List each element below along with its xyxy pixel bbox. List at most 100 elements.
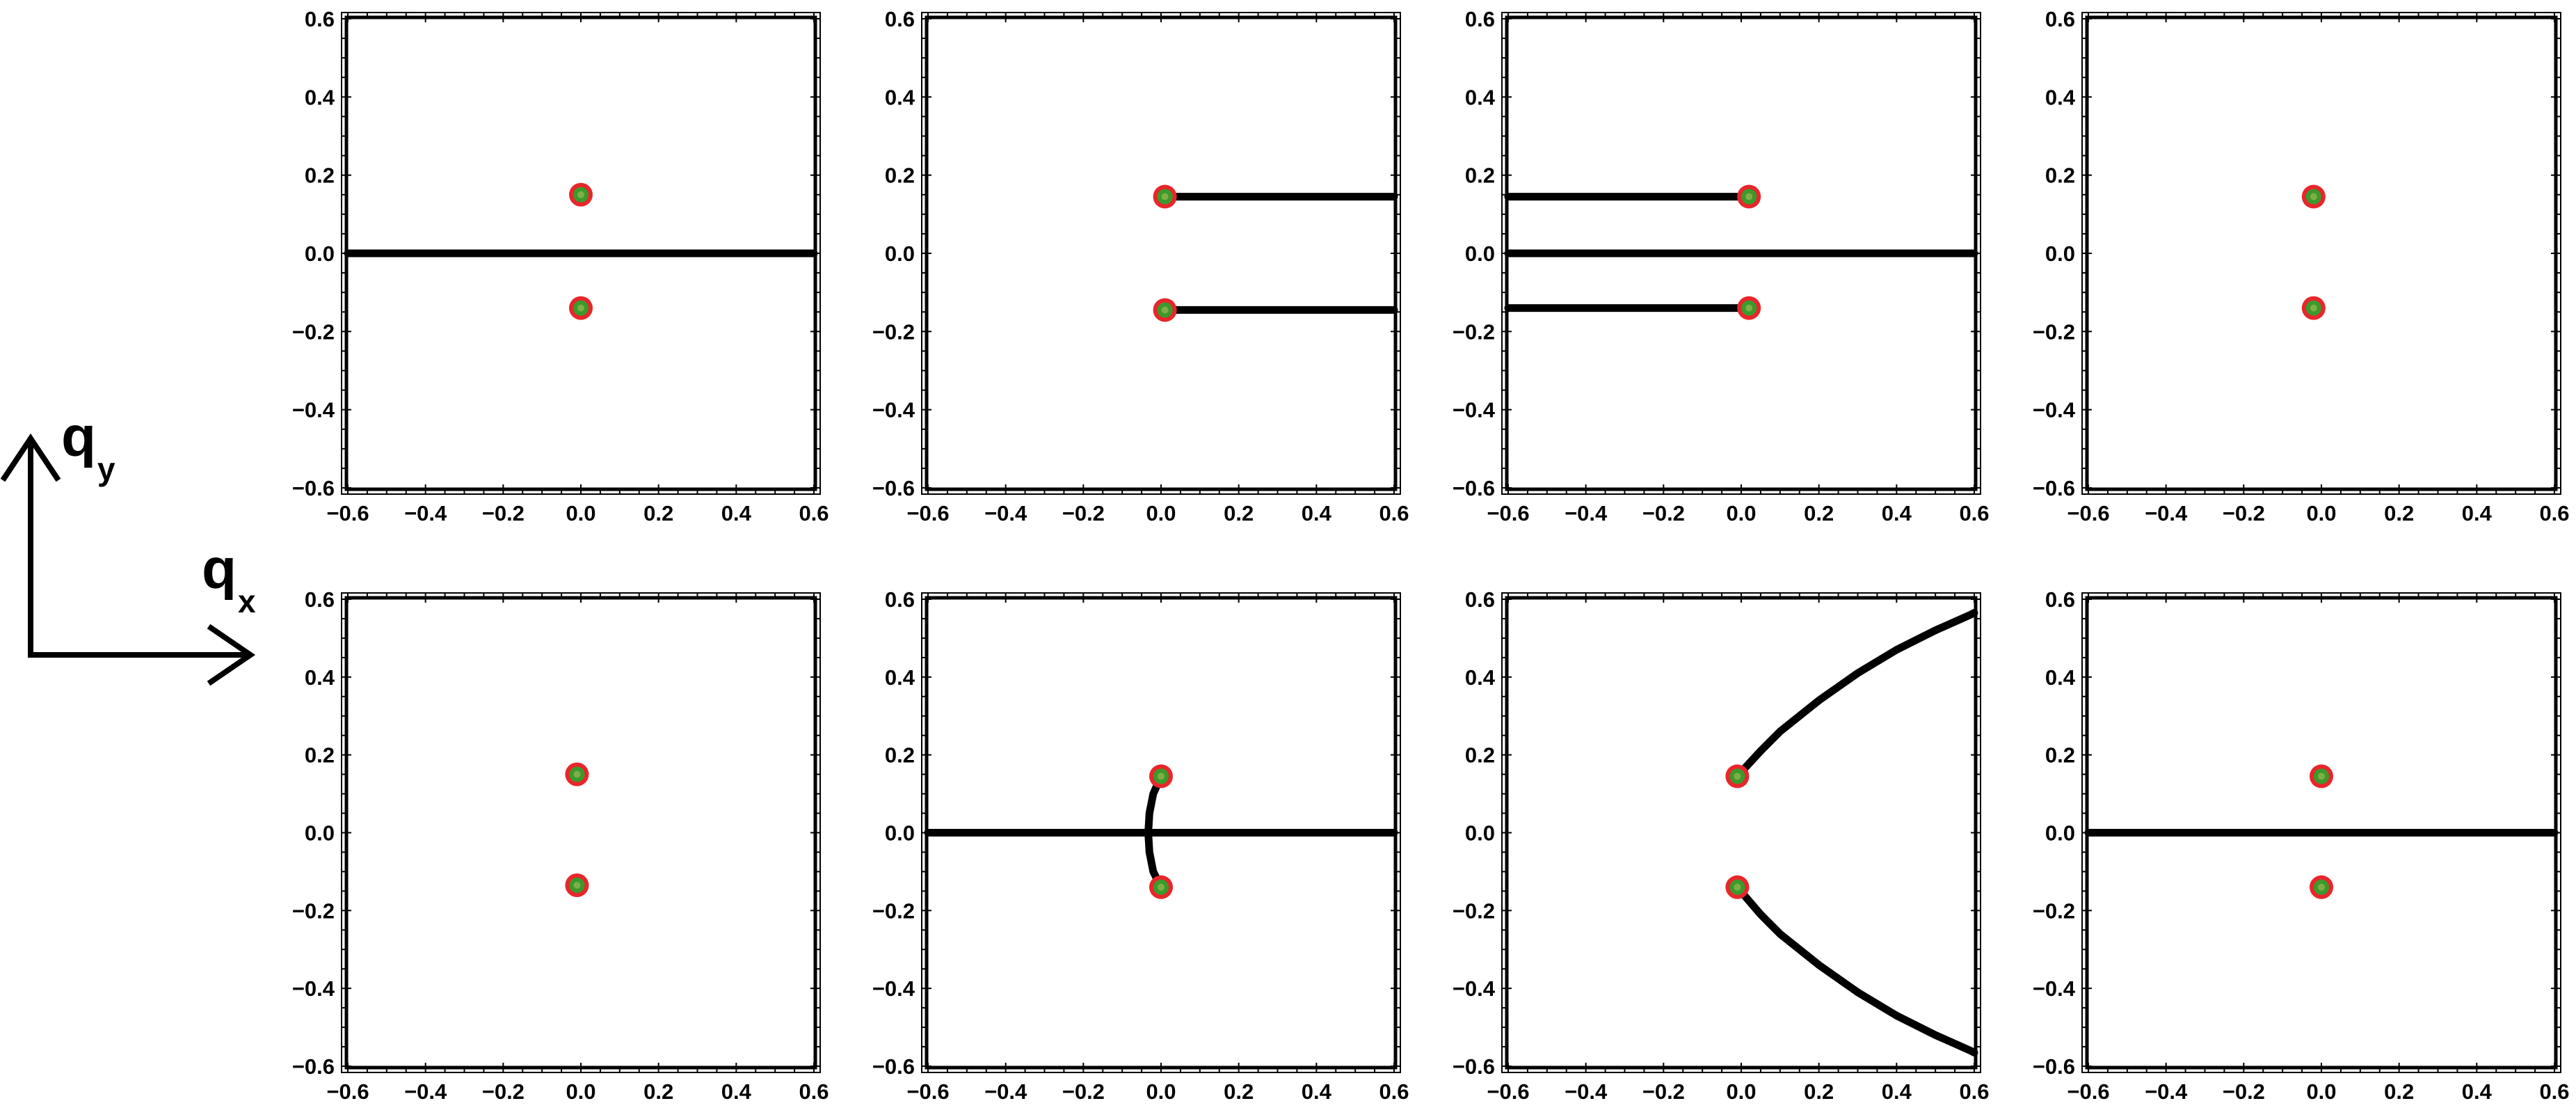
y-tick-label: −0.6 [1453, 1054, 1495, 1079]
y-tick-label: 0.2 [305, 743, 335, 768]
frame-inner [925, 15, 1398, 491]
panel-row-2-col-3: −0.6−0.6 −0.4 −0.4 −0.2 −0.2 0.0 0.0 0.2 0.2 0.4 0… [1453, 587, 1990, 1104]
qx-arrow-head [207, 624, 256, 686]
x-tick-label: −0.6 [326, 1079, 369, 1104]
data-point-center [573, 770, 581, 778]
x-tick-label: 0.4 [721, 501, 752, 525]
y-tick-label: −0.2 [1453, 898, 1495, 923]
x-tick-label: 0.0 [566, 501, 595, 525]
x-tick-label: −0.2 [482, 501, 525, 525]
y-tick-label: 0.6 [1465, 7, 1495, 31]
y-tick-label: 0.2 [2045, 164, 2075, 188]
data-point-center [2318, 883, 2325, 891]
x-tick-label: −0.6 [906, 1079, 949, 1104]
x-tick-label: 0.0 [1146, 1079, 1176, 1104]
x-tick-label: 0.4 [2462, 501, 2493, 525]
x-tick-label: −0.6 [326, 501, 369, 525]
x-tick-label: 0.6 [799, 501, 829, 525]
x-tick-label: 0.2 [1804, 501, 1834, 525]
x-tick-label: 0.2 [2384, 501, 2414, 525]
y-tick-label: −0.2 [2033, 898, 2075, 923]
x-tick-label: −0.4 [1565, 1079, 1608, 1104]
x-tick-label: 0.6 [2539, 1079, 2569, 1104]
panel-row-1-col-1: −0.6−0.6 −0.4 −0.4 −0.2 −0.2 0.0 0.0 0.2 0.2 0.4 0… [292, 7, 829, 525]
x-tick-label: 0.0 [566, 1079, 595, 1104]
x-tick-label: 0.4 [1882, 1079, 1912, 1104]
x-tick-label: 0.2 [1804, 1079, 1834, 1104]
x-tick-label: 0.4 [2462, 1079, 2493, 1104]
y-tick-label: 0.4 [1465, 665, 1496, 690]
y-tick-label: −0.4 [1453, 976, 1496, 1001]
frame-inner [344, 596, 817, 1070]
y-tick-label: −0.4 [2033, 398, 2076, 422]
x-tick-label: −0.2 [482, 1079, 525, 1104]
x-tick-label: −0.2 [1062, 1079, 1105, 1104]
y-tick-label: −0.4 [2033, 976, 2076, 1001]
panel-row-1-col-4: −0.6−0.6 −0.4 −0.4 −0.2 −0.2 0.0 0.0 0.2 0.2 0.4 0… [2033, 7, 2570, 525]
data-point-center [1161, 306, 1169, 314]
y-tick-label: −0.2 [872, 319, 915, 344]
y-tick-label: 0.2 [885, 164, 915, 188]
data-point-center [1745, 304, 1753, 312]
y-tick-label: −0.6 [292, 476, 335, 500]
y-tick-label: −0.6 [2033, 476, 2075, 500]
x-tick-label: 0.0 [1726, 1079, 1756, 1104]
qy-arrow-head [0, 433, 61, 482]
x-tick-label: 0.2 [643, 1079, 673, 1104]
panel-row-1-col-2: −0.6−0.6 −0.4 −0.4 −0.2 −0.2 0.0 0.0 0.2 0.2 0.4 0… [872, 7, 1409, 525]
x-tick-label: 0.2 [1224, 501, 1254, 525]
qx-label-letter: q [202, 537, 237, 601]
x-tick-label: 0.6 [799, 1079, 829, 1104]
y-tick-label: −0.6 [292, 1054, 335, 1079]
y-tick-label: 0.0 [2045, 821, 2075, 846]
y-tick-label: −0.2 [292, 319, 335, 344]
data-point-center [1158, 773, 1165, 780]
y-tick-label: 0.4 [2045, 85, 2076, 109]
x-tick-label: −0.2 [1642, 501, 1685, 525]
y-tick-label: 0.4 [2045, 665, 2076, 690]
x-tick-label: −0.2 [1642, 1079, 1685, 1104]
data-point-center [577, 304, 584, 312]
data-point-center [1158, 883, 1165, 891]
x-tick-label: 0.0 [1726, 501, 1756, 525]
y-tick-label: 0.2 [305, 164, 335, 188]
frame-outer [1501, 592, 1981, 1073]
frame-inner [1505, 596, 1978, 1070]
curve-line [1144, 772, 1165, 892]
x-tick-label: 0.6 [1959, 1079, 1989, 1104]
y-tick-label: −0.4 [292, 398, 335, 422]
x-tick-label: 0.4 [1302, 1079, 1332, 1104]
qy-label-letter: q [61, 405, 96, 468]
y-tick-label: 0.0 [305, 241, 335, 266]
y-tick-label: 0.6 [2045, 7, 2075, 31]
y-tick-label: 0.4 [305, 665, 335, 690]
panel-row-2-col-1: −0.6−0.6 −0.4 −0.4 −0.2 −0.2 0.0 0.0 0.2 0.2 0.4 0… [292, 587, 829, 1104]
y-tick-label: −0.4 [872, 976, 915, 1001]
x-tick-label: −0.4 [404, 1079, 447, 1104]
x-tick-label: 0.6 [1959, 501, 1989, 525]
y-tick-label: 0.6 [2045, 587, 2075, 612]
y-tick-label: −0.2 [2033, 319, 2075, 344]
x-tick-label: −0.6 [1487, 501, 1529, 525]
y-tick-label: −0.6 [2033, 1054, 2075, 1079]
panel-row-1-col-3: −0.6−0.6 −0.4 −0.4 −0.2 −0.2 0.0 0.0 0.2 0.2 0.4 0… [1453, 7, 1990, 525]
y-tick-label: 0.6 [1465, 587, 1495, 612]
y-tick-label: 0.0 [2045, 241, 2075, 266]
x-tick-label: −0.6 [906, 501, 949, 525]
x-tick-label: −0.2 [2223, 501, 2265, 525]
y-tick-label: 0.0 [1465, 241, 1495, 266]
x-tick-label: 0.0 [2306, 1079, 2336, 1104]
y-tick-label: 0.4 [885, 665, 915, 690]
y-tick-label: 0.6 [305, 7, 335, 31]
x-tick-label: −0.4 [2145, 1079, 2188, 1104]
y-tick-label: 0.4 [1465, 85, 1496, 109]
y-tick-label: 0.0 [885, 241, 915, 266]
y-tick-label: 0.2 [1465, 743, 1495, 768]
y-tick-label: −0.6 [872, 1054, 915, 1079]
x-tick-label: −0.6 [2067, 1079, 2109, 1104]
x-tick-label: −0.6 [1487, 1079, 1529, 1104]
axis-direction-legend: q y q x [0, 405, 256, 686]
y-tick-label: 0.6 [305, 587, 335, 612]
y-tick-label: 0.6 [885, 587, 915, 612]
